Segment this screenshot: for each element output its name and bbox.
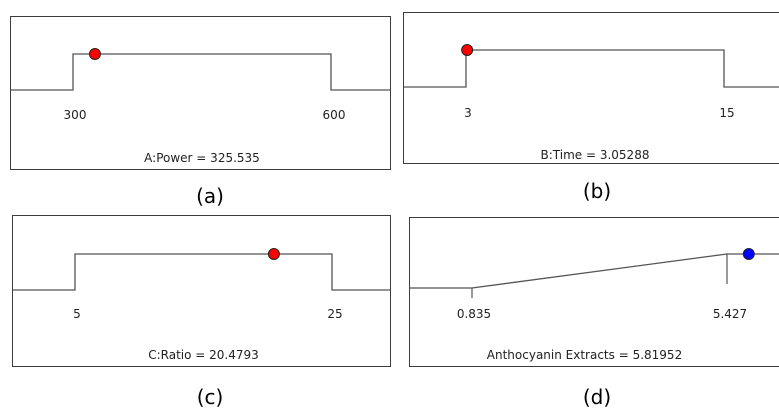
panel-frame xyxy=(12,215,391,367)
desirability-ramp-line xyxy=(13,253,390,291)
factor-caption: A:Power = 325.535 xyxy=(144,151,260,165)
panel-label: (d) xyxy=(583,385,611,409)
panel-label: (a) xyxy=(196,184,224,208)
factor-caption: B:Time = 3.05288 xyxy=(541,148,650,162)
low-tick-label: 300 xyxy=(64,108,87,122)
desirability-ramp-line xyxy=(404,49,779,88)
panel-label: (b) xyxy=(583,179,611,203)
current-setting-marker xyxy=(461,44,474,56)
panel-frame xyxy=(403,12,779,164)
factor-caption: C:Ratio = 20.4793 xyxy=(148,348,259,362)
low-tick-label: 5 xyxy=(73,307,81,321)
current-setting-marker xyxy=(742,248,755,260)
high-tick-label: 15 xyxy=(719,106,734,120)
ramp-panel-3: 5 25 C:Ratio = 20.4793 xyxy=(12,215,391,367)
low-tick-label: 3 xyxy=(464,106,472,120)
panel-frame xyxy=(409,217,779,367)
current-setting-marker xyxy=(88,48,101,60)
low-tick-label: 0.835 xyxy=(457,307,491,321)
high-tick-label: 5.427 xyxy=(713,307,747,321)
ramp-panel-2: 3 15 B:Time = 3.05288 xyxy=(403,12,779,164)
factor-caption: Anthocyanin Extracts = 5.81952 xyxy=(487,348,682,362)
ramp-panel-1: 300 600 A:Power = 325.535 xyxy=(10,16,391,170)
high-tick-label: 600 xyxy=(323,108,346,122)
ramp-panel-4: 0.835 5.427 Anthocyanin Extracts = 5.81952 xyxy=(409,217,779,367)
desirability-ramp-line xyxy=(11,53,390,91)
panel-label: (c) xyxy=(197,385,224,409)
high-tick-label: 25 xyxy=(327,307,342,321)
panel-frame xyxy=(10,16,391,170)
current-setting-marker xyxy=(267,248,280,260)
